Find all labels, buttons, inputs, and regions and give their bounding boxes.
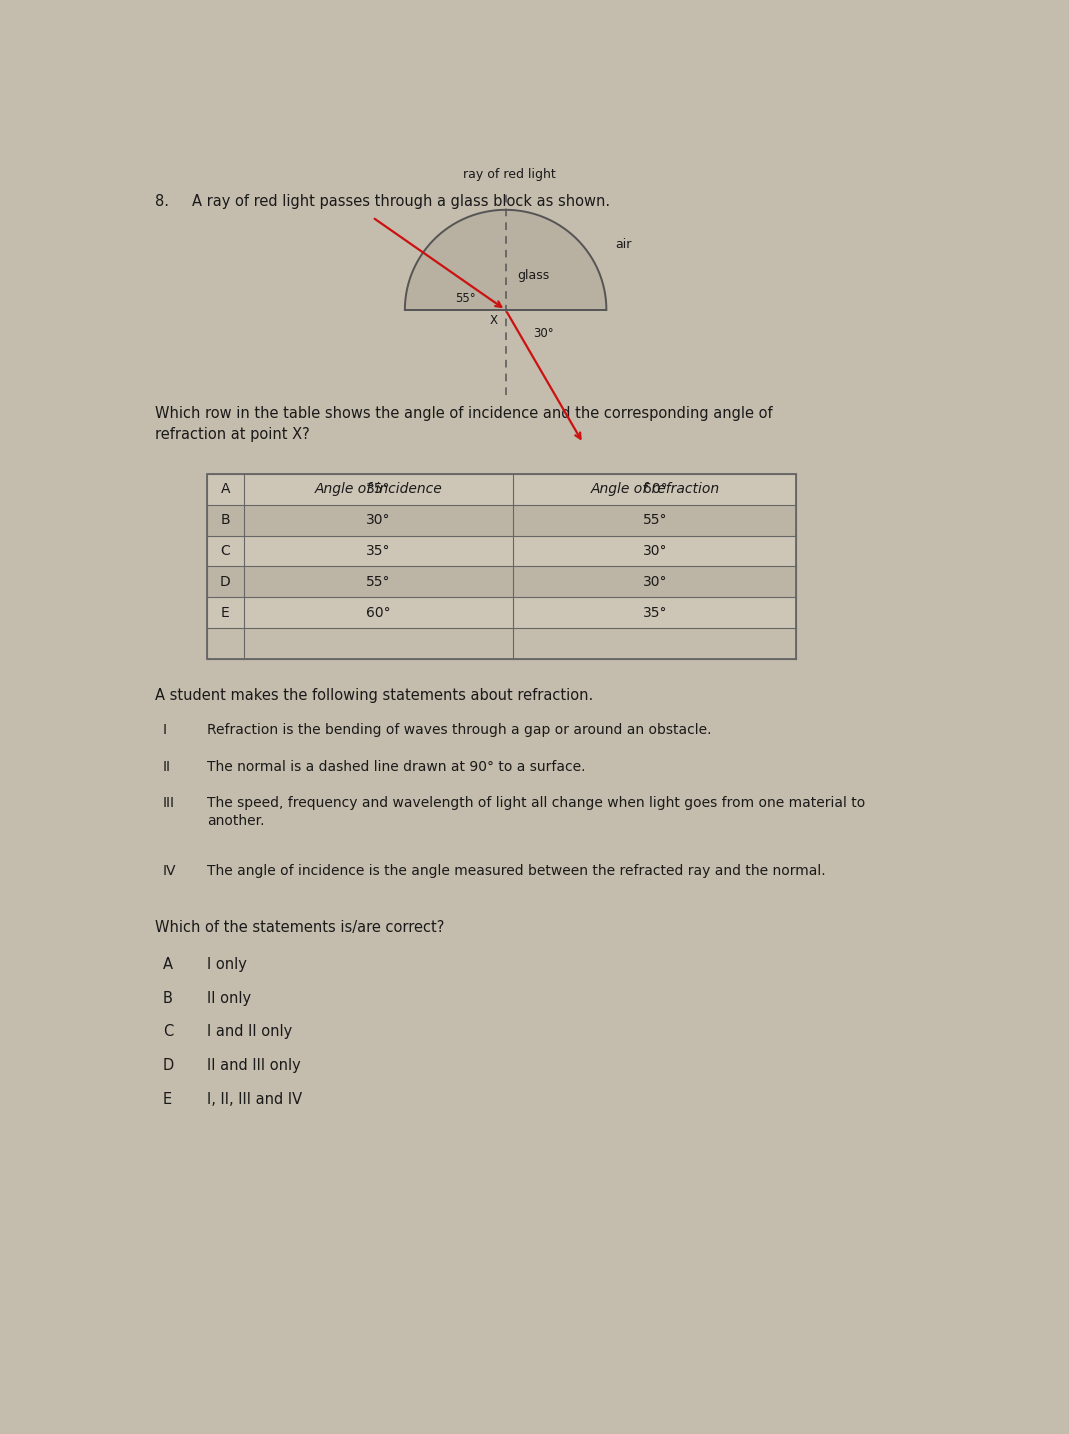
Text: glass: glass [517,268,549,281]
Text: 55°: 55° [455,293,476,305]
Text: 8.: 8. [155,195,169,209]
Bar [207,535,244,566]
Text: 35°: 35° [367,543,391,558]
Text: Angle of incidence: Angle of incidence [314,482,443,496]
Bar [207,473,244,505]
Text: IV: IV [164,865,176,878]
Text: 30°: 30° [367,513,391,528]
Text: E: E [164,1093,172,1107]
Bar [244,597,796,628]
Text: II: II [164,760,171,773]
Text: air: air [616,238,632,251]
Text: C: C [164,1024,173,1040]
Text: C: C [220,543,230,558]
Text: Angle of refraction: Angle of refraction [590,482,719,496]
Text: I, II, III and IV: I, II, III and IV [207,1093,303,1107]
Text: The angle of incidence is the angle measured between the refracted ray and the n: The angle of incidence is the angle meas… [207,865,826,878]
Text: I only: I only [207,956,247,972]
Bar [244,535,796,566]
Text: 55°: 55° [367,575,391,589]
Text: 60°: 60° [642,482,667,496]
Text: II and III only: II and III only [207,1058,301,1074]
Text: The normal is a dashed line drawn at 90° to a surface.: The normal is a dashed line drawn at 90°… [207,760,586,773]
Bar [207,505,244,535]
Bar [244,473,796,505]
Text: A ray of red light passes through a glass block as shown.: A ray of red light passes through a glas… [191,195,610,209]
Text: E: E [221,605,230,619]
Text: III: III [164,796,175,810]
Text: A: A [220,482,230,496]
Text: Which row in the table shows the angle of incidence and the corresponding angle : Which row in the table shows the angle o… [155,406,773,442]
Text: I: I [164,723,167,737]
Text: 60°: 60° [367,605,391,619]
Text: I and II only: I and II only [207,1024,293,1040]
Bar [244,473,796,505]
Text: 30°: 30° [642,543,667,558]
Text: ray of red light: ray of red light [463,168,556,181]
Text: A: A [164,956,173,972]
Bar [207,566,244,597]
Text: B: B [164,991,173,1005]
Text: 30°: 30° [532,327,554,340]
Polygon shape [405,209,606,310]
Text: X: X [490,314,498,327]
Text: B: B [220,513,230,528]
Bar [207,473,796,658]
Bar [244,505,796,535]
Text: 35°: 35° [642,605,667,619]
Text: D: D [220,575,231,589]
Bar [207,597,244,628]
Bar [244,566,796,597]
Text: A student makes the following statements about refraction.: A student makes the following statements… [155,688,593,703]
Text: II only: II only [207,991,251,1005]
Text: 35°: 35° [367,482,391,496]
Text: D: D [164,1058,174,1074]
Text: Refraction is the bending of waves through a gap or around an obstacle.: Refraction is the bending of waves throu… [207,723,712,737]
Text: The speed, frequency and wavelength of light all change when light goes from one: The speed, frequency and wavelength of l… [207,796,866,829]
Text: Which of the statements is/are correct?: Which of the statements is/are correct? [155,919,445,935]
Text: 55°: 55° [642,513,667,528]
Text: 30°: 30° [642,575,667,589]
